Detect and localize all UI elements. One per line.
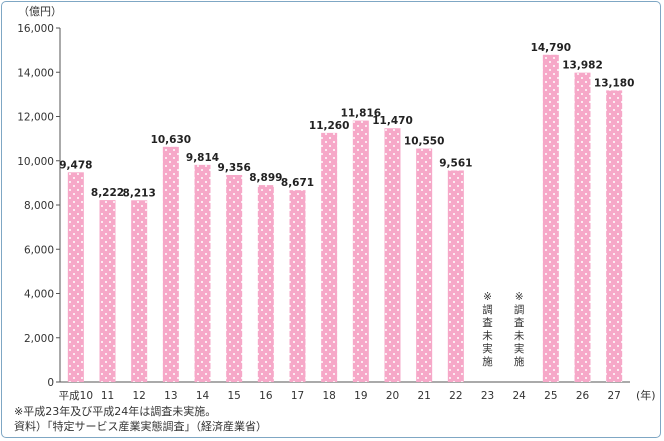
y-tick-label: 8,000 [24, 200, 54, 212]
bar-20 [384, 128, 401, 382]
x-tick-label-18: 18 [322, 390, 335, 402]
data-label-27: 13,180 [594, 77, 635, 89]
bar-12 [131, 200, 148, 382]
y-tick-label: 16,000 [17, 23, 54, 35]
x-tick-label-24: 24 [512, 390, 526, 402]
y-tick-label: 14,000 [17, 67, 54, 79]
bar-16 [257, 185, 274, 382]
x-tick-label-25: 25 [544, 390, 557, 402]
x-tick-label-26: 26 [576, 390, 590, 402]
data-label-19: 11,816 [341, 108, 382, 120]
x-tick-label-23: 23 [481, 390, 494, 402]
y-unit-label: （億円） [18, 5, 62, 18]
x-tick-label-22: 22 [449, 390, 462, 402]
bar-17 [289, 190, 306, 382]
data-label-17: 8,671 [281, 177, 314, 189]
data-label-11: 8,222 [91, 187, 124, 199]
x-tick-label-15: 15 [227, 390, 240, 402]
x-tick-label-12: 12 [132, 390, 145, 402]
footnote-source: 資料）「特定サービス産業実態調査」（経済産業省） [14, 420, 267, 433]
x-unit-label: (年) [636, 388, 656, 402]
bar-14 [194, 164, 211, 382]
x-tick-label-13: 13 [164, 390, 177, 402]
data-label-16: 8,899 [249, 172, 282, 184]
x-tick-label-平成10: 平成10 [59, 390, 93, 402]
x-tick-label-16: 16 [259, 390, 273, 402]
data-label-平成10: 9,478 [59, 159, 92, 171]
data-label-20: 11,470 [372, 115, 413, 127]
y-tick-label: 4,000 [24, 289, 54, 301]
bar-13 [162, 146, 179, 382]
bar-11 [99, 200, 116, 382]
data-label-22: 9,561 [439, 157, 472, 169]
x-tick-label-17: 17 [291, 390, 304, 402]
data-label-12: 8,213 [123, 187, 156, 199]
data-label-21: 10,550 [404, 136, 445, 148]
x-tick-label-27: 27 [607, 390, 620, 402]
bar-15 [226, 174, 243, 382]
y-tick-label: 6,000 [24, 244, 54, 256]
bar-22 [447, 170, 464, 382]
bar-21 [416, 148, 433, 382]
x-tick-label-14: 14 [196, 390, 210, 402]
x-tick-label-20: 20 [386, 390, 399, 402]
y-tick-label: 12,000 [17, 112, 54, 124]
footnote-not-surveyed: ※平成23年及び平成24年は調査未実施。 [14, 405, 217, 418]
data-label-26: 13,982 [562, 60, 603, 72]
data-label-25: 14,790 [531, 42, 572, 54]
data-label-15: 9,356 [218, 162, 251, 174]
y-tick-label: 0 [47, 377, 54, 389]
data-label-13: 10,630 [151, 134, 192, 146]
bar-平成10 [67, 172, 84, 382]
x-tick-label-11: 11 [101, 390, 114, 402]
bar-19 [352, 120, 369, 383]
bar-27 [606, 90, 623, 382]
y-tick-label: 2,000 [24, 333, 54, 345]
not-surveyed-label-23: ※調査未実施 [482, 291, 493, 368]
bar-25 [542, 54, 559, 383]
x-tick-label-21: 21 [417, 390, 430, 402]
data-label-14: 9,814 [186, 152, 219, 164]
bar-26 [574, 72, 591, 382]
y-tick-label: 10,000 [17, 156, 54, 168]
bar-18 [321, 132, 338, 382]
data-label-18: 11,260 [309, 120, 350, 132]
x-tick-label-19: 19 [354, 390, 367, 402]
not-surveyed-label-24: ※調査未実施 [514, 291, 525, 368]
